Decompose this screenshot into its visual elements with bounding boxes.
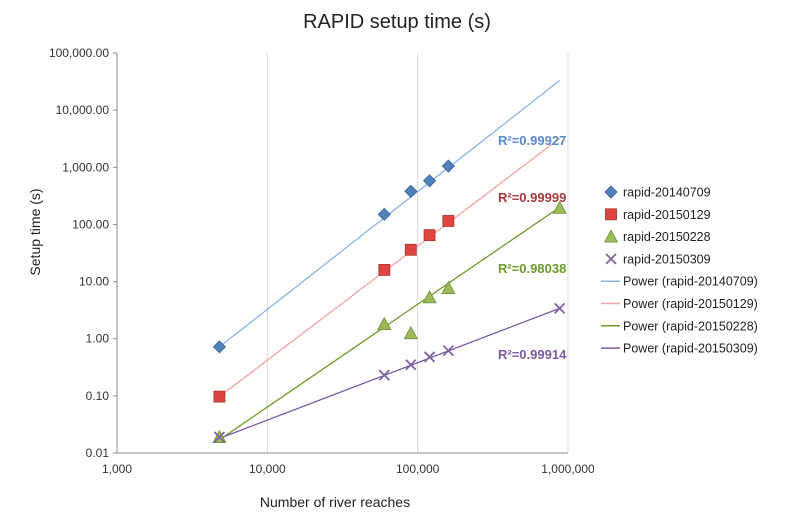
data-point (213, 431, 226, 443)
y-tick-label: 10.00 (79, 275, 109, 289)
y-tick-label: 1.00 (86, 332, 110, 346)
data-point (423, 229, 436, 242)
legend-label: rapid-20140709 (623, 186, 711, 200)
y-tick-label: 0.01 (86, 446, 110, 460)
legend-marker (604, 185, 618, 199)
y-tick-label: 100.00 (72, 217, 109, 231)
legend-label: rapid-20150228 (623, 230, 711, 244)
legend-marker (603, 229, 619, 243)
y-tick-label: 1,000.00 (62, 160, 109, 174)
data-point (213, 390, 226, 403)
grid (266, 53, 569, 453)
data-point (404, 184, 418, 198)
trendline (219, 206, 561, 441)
legend-label: Power (rapid-20140709) (623, 275, 758, 289)
data-point (552, 200, 567, 214)
y-tick-label: 100,000.00 (49, 46, 109, 60)
trendline (219, 307, 560, 440)
legend: rapid-20140709 rapid-20150129 rapid-201502… (601, 185, 758, 356)
data-points (212, 159, 567, 443)
data-point (554, 302, 566, 314)
data-point (442, 215, 455, 227)
y-tick-label: 0.10 (86, 389, 110, 403)
data-point (422, 289, 437, 304)
x-axis-title: Number of river reaches (260, 494, 410, 510)
chart-title: RAPID setup time (s) (303, 11, 491, 33)
data-point (442, 344, 454, 357)
data-point (423, 174, 437, 188)
legend-label: Power (rapid-20150228) (623, 319, 758, 333)
data-point (423, 351, 436, 363)
y-tick-label: 10,000.00 (56, 103, 110, 117)
data-point (441, 280, 456, 294)
x-tick-label: 1,000,000 (541, 462, 595, 476)
r-squared-label: R²=0.99914 (498, 347, 567, 362)
data-point (405, 359, 417, 371)
legend-label: rapid-20150129 (623, 208, 711, 222)
legend-label: rapid-20150309 (623, 252, 711, 266)
data-point (404, 243, 417, 256)
data-point (378, 264, 391, 276)
x-tick-label: 1,000 (102, 462, 132, 476)
legend-marker (605, 253, 617, 265)
data-point (378, 369, 390, 381)
r-squared-label: R²=0.98038 (498, 261, 566, 276)
x-tick-label: 10,000 (249, 462, 286, 476)
data-point (441, 159, 455, 173)
axes: 1,000 10,000 100,000 1,000,000 0.01 0.10 1.00 1… (49, 46, 595, 476)
legend-marker (605, 208, 617, 221)
data-point (377, 316, 392, 331)
data-point (403, 325, 418, 340)
legend-label: Power (rapid-20150309) (623, 342, 758, 356)
x-tick-label: 100,000 (396, 462, 440, 476)
y-axis-title: Setup time (s) (27, 188, 43, 275)
legend-label: Power (rapid-20150129) (623, 297, 758, 311)
r-squared-label: R²=0.99999 (498, 190, 566, 205)
data-point (377, 207, 391, 221)
annotations: R²=0.99927 R²=0.99999 R²=0.98038 R²=0.99914 (498, 133, 567, 362)
data-point (212, 340, 226, 354)
r-squared-label: R²=0.99927 (498, 133, 566, 148)
